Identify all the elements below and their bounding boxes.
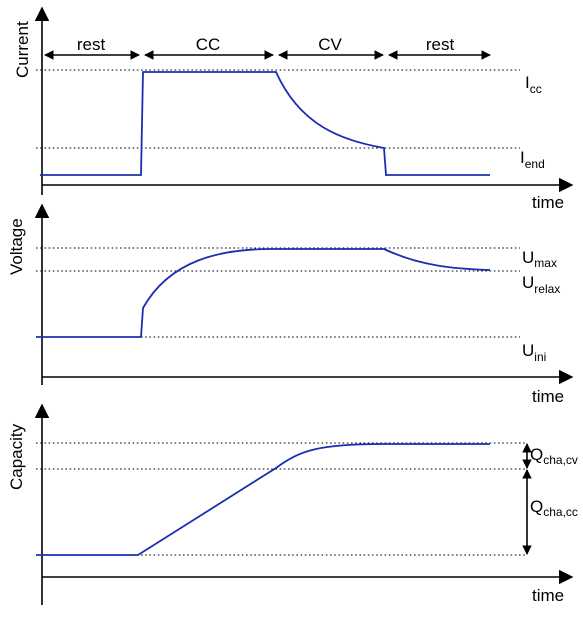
- qcv-label: Qcha,cv: [530, 445, 578, 467]
- umax-label: Umax: [522, 248, 557, 270]
- phase-label-rest: rest: [77, 35, 106, 54]
- uini-label: Uini: [522, 341, 546, 364]
- voltage-ylabel: Voltage: [7, 218, 26, 275]
- phase-label-cc: CC: [196, 35, 221, 54]
- iend-label: Iend: [520, 148, 545, 171]
- current-curve: [40, 71, 490, 176]
- capacity-panel: Capacity time Qcha,cv Qcha,cc: [7, 403, 578, 605]
- current-ylabel: Current: [13, 21, 32, 78]
- capacity-ylabel: Capacity: [7, 423, 26, 490]
- phase-label-rest-2: rest: [426, 35, 455, 54]
- urelax-label: Urelax: [522, 273, 560, 296]
- capacity-xlabel: time: [532, 586, 564, 605]
- current-xlabel: time: [532, 193, 564, 212]
- voltage-panel: Voltage time Umax Urelax Uini: [7, 203, 574, 406]
- icc-label: Icc: [525, 73, 542, 96]
- current-panel: Current time rest CC CV rest Icc Iend: [13, 6, 574, 212]
- voltage-xlabel: time: [532, 387, 564, 406]
- capacity-curve: [36, 443, 490, 556]
- voltage-curve: [36, 248, 491, 338]
- qcc-label: Qcha,cc: [530, 497, 578, 519]
- phase-label-cv: CV: [318, 35, 342, 54]
